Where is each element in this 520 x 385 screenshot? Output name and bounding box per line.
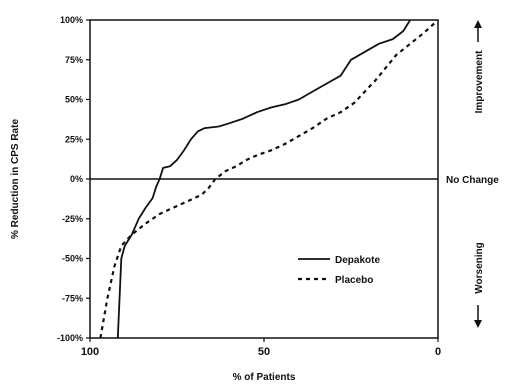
legend-label-placebo: Placebo bbox=[335, 275, 373, 286]
y-tick-label: -100% bbox=[57, 333, 83, 343]
x-tick-label: 100 bbox=[81, 346, 99, 358]
x-axis-label: % of Patients bbox=[233, 372, 296, 383]
x-axis-ticks: 100 50 0 bbox=[81, 338, 441, 358]
x-tick-label: 50 bbox=[258, 346, 270, 358]
y-axis-label: % Reduction in CPS Rate bbox=[10, 119, 21, 239]
up-arrowhead-icon bbox=[474, 20, 482, 28]
y-tick-label: -25% bbox=[62, 214, 83, 224]
legend: Depakote Placebo bbox=[298, 255, 380, 286]
y-tick-label: -50% bbox=[62, 254, 83, 264]
y-tick-label: -75% bbox=[62, 293, 83, 303]
series-line-depakote bbox=[116, 19, 411, 339]
y-axis-ticks: 100% 75% 50% 25% 0% -25% -50% -75% -100% bbox=[57, 15, 90, 343]
series-lines bbox=[99, 19, 439, 339]
worsening-label: Worsening bbox=[474, 242, 485, 293]
y-tick-label: 75% bbox=[65, 55, 83, 65]
legend-label-depakote: Depakote bbox=[335, 255, 380, 266]
y-tick-label: 25% bbox=[65, 134, 83, 144]
y-tick-label: 100% bbox=[60, 15, 83, 25]
improvement-label: Improvement bbox=[474, 50, 485, 113]
worsening-indicator: Worsening bbox=[474, 242, 485, 328]
no-change-label: No Change bbox=[446, 175, 499, 186]
improvement-indicator: Improvement bbox=[474, 20, 485, 113]
x-tick-label: 0 bbox=[435, 346, 441, 358]
y-tick-label: 50% bbox=[65, 95, 83, 105]
y-tick-label: 0% bbox=[70, 174, 83, 184]
down-arrowhead-icon bbox=[474, 320, 482, 328]
